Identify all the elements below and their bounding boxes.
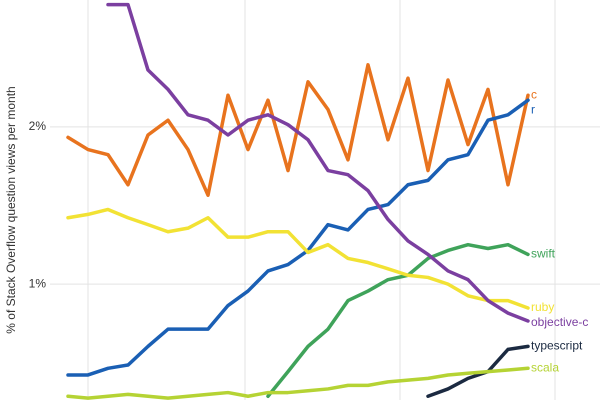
y-tick-label: 1%	[29, 276, 47, 290]
x-grid	[87, 0, 556, 400]
series-label: typescript	[531, 339, 583, 353]
series-label: objective-c	[531, 315, 588, 329]
series-line	[66, 63, 530, 197]
series-label: ruby	[531, 300, 554, 314]
series-label: c	[531, 87, 537, 101]
series-line	[66, 207, 530, 310]
series-label: r	[531, 102, 535, 116]
series-line	[266, 242, 530, 399]
series-line	[106, 2, 530, 323]
series-line	[66, 98, 530, 377]
series-line	[66, 366, 530, 400]
series-line	[426, 344, 530, 399]
series-label: scala	[531, 360, 559, 374]
y-axis-label: % of Stack Overflow question views per m…	[4, 86, 18, 333]
y-tick-label: 2%	[29, 119, 47, 133]
series-label: swift	[531, 247, 556, 261]
